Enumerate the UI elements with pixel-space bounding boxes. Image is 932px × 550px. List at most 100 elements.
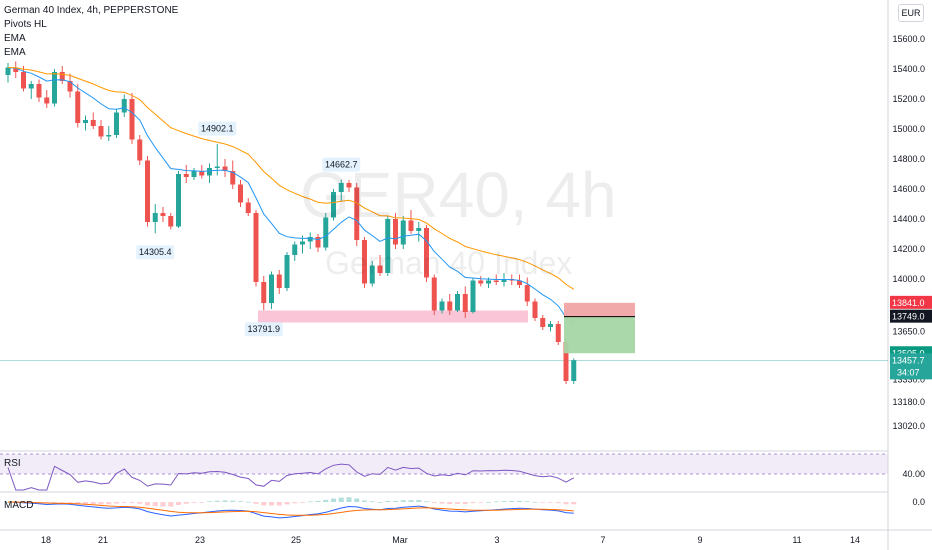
macd-axis-label: 0.0 [912,497,925,507]
rsi-axis-label: 40.00 [902,469,925,479]
candle-body [455,294,460,311]
candle-body [145,160,150,222]
candle [183,165,189,183]
pivot-label: 14662.7 [325,160,358,170]
ema-slow-line [7,67,575,290]
price-axis-label: 15600.0 [892,34,925,44]
candle-body [548,324,553,327]
price-badge-label: 13457.7 [892,355,925,365]
macd-histogram-bar [400,500,406,502]
candle [532,298,538,321]
price-axis-label: 14200.0 [892,244,925,254]
macd-histogram-bar [59,502,65,503]
candle [408,210,414,234]
indicator-ema-slow-label[interactable]: EMA [4,47,26,58]
ema-fast-line [7,67,575,325]
macd-histogram-bar [555,502,561,504]
candle-body [90,120,96,126]
candle-body [52,72,57,104]
candle-body [36,84,42,98]
macd-histogram-bar [455,502,460,504]
price-axis-label: 15200.0 [892,94,925,104]
macd-histogram-bar [408,500,414,502]
price-badge-label: 13505.0 [892,348,925,358]
macd-histogram-bar [129,502,135,504]
macd-histogram-bar [354,498,360,502]
macd-histogram-bar [292,502,298,504]
symbol-title[interactable]: German 40 Index, 4h, PEPPERSTONE [4,5,179,16]
candle-body [28,84,34,89]
candle-body [152,213,158,222]
macd-histogram-bar [532,501,538,503]
candle-body [462,294,468,312]
indicator-pivots-label[interactable]: Pivots HL [4,19,47,30]
candle [385,216,391,276]
price-axis-label: 13020.0 [892,421,925,431]
candle [393,213,398,249]
support-zone [258,310,528,323]
candle [323,213,329,251]
candle-body [346,183,352,188]
candle [431,274,437,315]
macd-histogram-bar [362,500,367,502]
candle [36,79,42,102]
candle [470,277,476,314]
macd-histogram-bar [424,501,429,503]
macd-histogram-bar [137,502,143,504]
macd-histogram-bar [75,502,81,504]
time-axis-label: Mar [392,535,408,545]
macd-histogram-bar [501,501,507,502]
candle [168,213,174,230]
candle [137,135,143,165]
candle-body [315,237,321,248]
price-axis-label: 14800.0 [892,154,925,164]
take-profit-zone [564,316,635,354]
candle [90,112,96,129]
candle [571,358,577,384]
candle [269,271,274,309]
candle-body [416,228,422,231]
time-axis-label: 18 [41,535,51,545]
macd-histogram-bar [183,502,189,504]
currency-button[interactable]: EUR [898,4,924,22]
candle [284,252,290,291]
macd-histogram-bar [253,502,259,504]
macd-histogram-bar [439,502,445,504]
candle-body [191,171,197,177]
candle [369,261,375,287]
macd-histogram-bar [145,502,150,506]
indicator-ema-fast-label[interactable]: EMA [4,33,26,44]
candle [439,298,445,314]
macd-histogram-bar [168,502,174,507]
macd-histogram-bar [548,502,553,503]
macd-histogram-bar [276,502,282,506]
candle-body [121,99,127,113]
price-axis-label: 13180.0 [892,397,925,407]
macd-histogram-bar [114,502,119,504]
candle [540,315,546,330]
rsi-line [7,463,575,491]
macd-histogram-bar [470,502,476,504]
candle-body [300,241,305,245]
candle [524,277,530,306]
candle [517,274,522,288]
candle [114,109,119,138]
candle [548,321,553,332]
macd-histogram-bar [121,502,127,503]
stop-loss-zone [564,302,635,317]
candle [152,204,158,234]
pivot-label: 14902.1 [201,124,234,134]
time-axis-label: 21 [98,535,108,545]
candle-body [199,171,205,176]
candle-body [245,202,251,213]
candle [222,159,228,177]
candle [52,69,57,107]
watermark-symbol: GER40, 4h [300,159,617,231]
candle-body [168,216,174,227]
candle-body [261,282,267,303]
candle [354,183,360,246]
macd-histogram-bar [377,501,383,503]
candle [44,90,50,108]
candle [447,294,453,315]
